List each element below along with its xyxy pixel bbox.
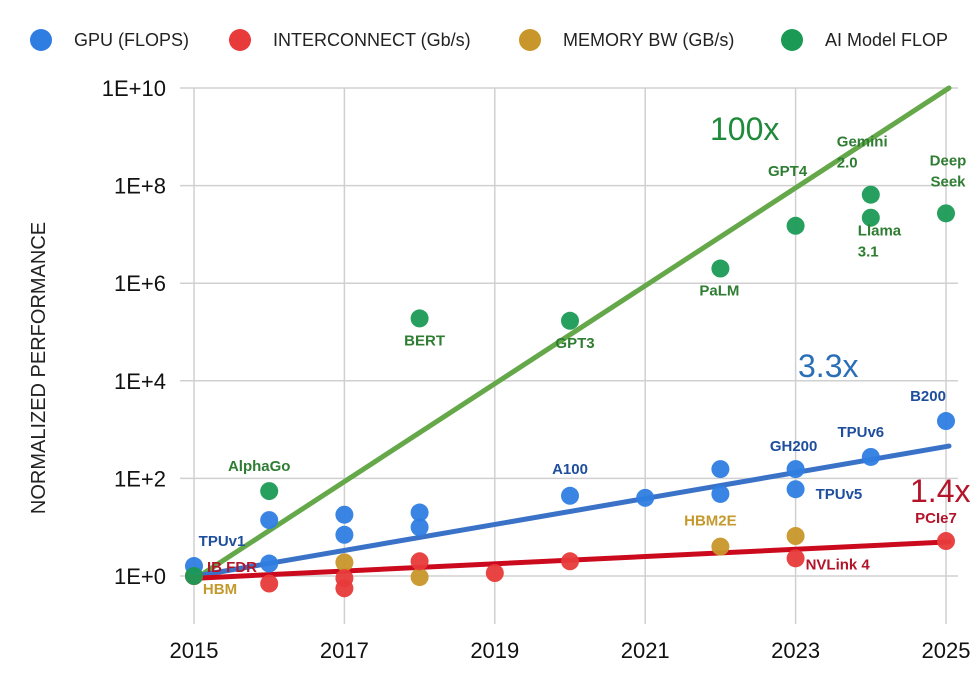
point-label: PCIe7 <box>915 510 957 527</box>
point-label: Deep Seek <box>930 152 967 190</box>
point-label-line: Llama <box>858 223 902 240</box>
data-point <box>861 208 880 227</box>
trend-annotation: 100x <box>710 111 779 147</box>
legend-dot-memory <box>519 29 541 51</box>
point-label-line: Gemini <box>837 134 888 151</box>
point-label: NVLink 4 <box>806 556 871 573</box>
data-point <box>711 259 730 278</box>
y-tick-label: 1E+8 <box>114 174 166 199</box>
data-point <box>937 412 955 431</box>
point-label: TPUv5 <box>816 486 863 503</box>
grid <box>180 87 958 624</box>
x-tick-label: 2015 <box>170 638 219 663</box>
data-point <box>786 460 805 479</box>
data-point <box>410 309 429 328</box>
point-label: A100 <box>552 461 588 478</box>
point-label: TPUv6 <box>837 424 884 441</box>
legend-item-memory[interactable]: MEMORY BW (GB/s) <box>519 22 734 58</box>
legend-item-gpu[interactable]: GPU (FLOPS) <box>30 22 189 58</box>
trend-annotation: 1.4x <box>910 473 970 509</box>
trend-line-gpu-flops <box>193 443 952 579</box>
y-tick-label: 1E+0 <box>114 564 166 589</box>
x-tick-label: 2025 <box>922 638 971 663</box>
point-label: PaLM <box>699 283 739 300</box>
y-axis-ticks: 1E+0 1E+2 1E+4 1E+6 1E+8 1E+10 <box>102 76 166 589</box>
data-point <box>786 527 805 546</box>
legend-label-ai-model: AI Model FLOP <box>825 29 949 50</box>
point-label-line: Seek <box>930 173 966 190</box>
data-points <box>185 185 955 598</box>
legend-label-memory: MEMORY BW (GB/s) <box>563 29 735 50</box>
legend: GPU (FLOPS) INTERCONNECT (Gb/s) MEMORY B… <box>0 22 975 58</box>
point-labels: TPUv1 A100 GH200 TPUv5 TPUv6 B200 IB FDR NVLink… <box>199 134 967 598</box>
point-label: GPT3 <box>555 335 594 352</box>
data-point <box>410 503 429 522</box>
y-tick-label: 1E+10 <box>102 76 166 101</box>
x-tick-label: 2017 <box>320 638 369 663</box>
data-point <box>185 567 203 585</box>
data-point <box>410 552 429 571</box>
point-label: AlphaGo <box>228 458 291 475</box>
x-tick-label: 2023 <box>771 638 820 663</box>
data-point <box>410 568 429 587</box>
point-label: BERT <box>404 332 445 349</box>
x-tick-label: 2019 <box>470 638 519 663</box>
data-point <box>861 447 880 466</box>
legend-label-gpu: GPU (FLOPS) <box>74 29 190 50</box>
data-point <box>937 532 955 551</box>
legend-dot-ai-model <box>781 29 803 51</box>
legend-item-ai-model[interactable]: AI Model FLOP <box>781 22 948 58</box>
data-point <box>335 505 354 524</box>
point-label-line: Deep <box>930 152 967 169</box>
data-point <box>561 311 579 330</box>
data-point <box>786 480 805 499</box>
point-label-line: 3.1 <box>858 244 879 261</box>
data-point <box>711 537 730 556</box>
data-point <box>260 511 279 530</box>
data-point <box>260 554 279 573</box>
data-point <box>335 525 354 544</box>
point-label: Llama 3.1 <box>858 223 902 261</box>
data-point <box>786 549 805 568</box>
y-tick-label: 1E+2 <box>114 466 166 491</box>
data-point <box>410 518 429 537</box>
y-tick-label: 1E+6 <box>114 271 166 296</box>
data-point <box>335 569 354 588</box>
trend-annotations: 100x 3.3x 1.4x <box>710 111 970 509</box>
legend-label-interconnect: INTERCONNECT (Gb/s) <box>273 29 471 50</box>
x-axis-ticks: 2015 2017 2019 2021 2023 2025 <box>170 638 971 663</box>
data-point <box>561 486 579 505</box>
trend-annotation: 3.3x <box>798 348 858 384</box>
point-label: GH200 <box>770 438 818 455</box>
legend-dot-gpu <box>30 29 52 51</box>
legend-dot-interconnect <box>229 29 251 51</box>
point-label-line: 2.0 <box>837 155 858 172</box>
data-point <box>561 552 579 571</box>
data-point <box>260 482 279 501</box>
point-label: IB FDR <box>207 559 257 576</box>
point-label: HBM <box>203 581 237 598</box>
y-tick-label: 1E+4 <box>114 369 166 394</box>
trend-line-ai-model-flop <box>193 85 952 581</box>
data-point <box>260 574 279 593</box>
point-label: GPT4 <box>768 163 808 180</box>
legend-item-interconnect[interactable]: INTERCONNECT (Gb/s) <box>229 22 471 58</box>
data-point <box>786 216 805 235</box>
data-point <box>861 185 880 204</box>
y-axis-label: NORMALIZED PERFORMANCE <box>28 222 50 514</box>
x-tick-label: 2021 <box>621 638 670 663</box>
data-point <box>636 488 655 507</box>
data-point <box>937 204 955 223</box>
point-label: HBM2E <box>684 513 737 530</box>
point-label: TPUv1 <box>199 533 246 550</box>
data-point <box>335 553 354 572</box>
point-label: Gemini 2.0 <box>837 134 888 172</box>
data-point <box>711 484 730 503</box>
data-point <box>485 564 504 583</box>
data-point <box>711 460 730 479</box>
point-label: B200 <box>910 388 946 405</box>
